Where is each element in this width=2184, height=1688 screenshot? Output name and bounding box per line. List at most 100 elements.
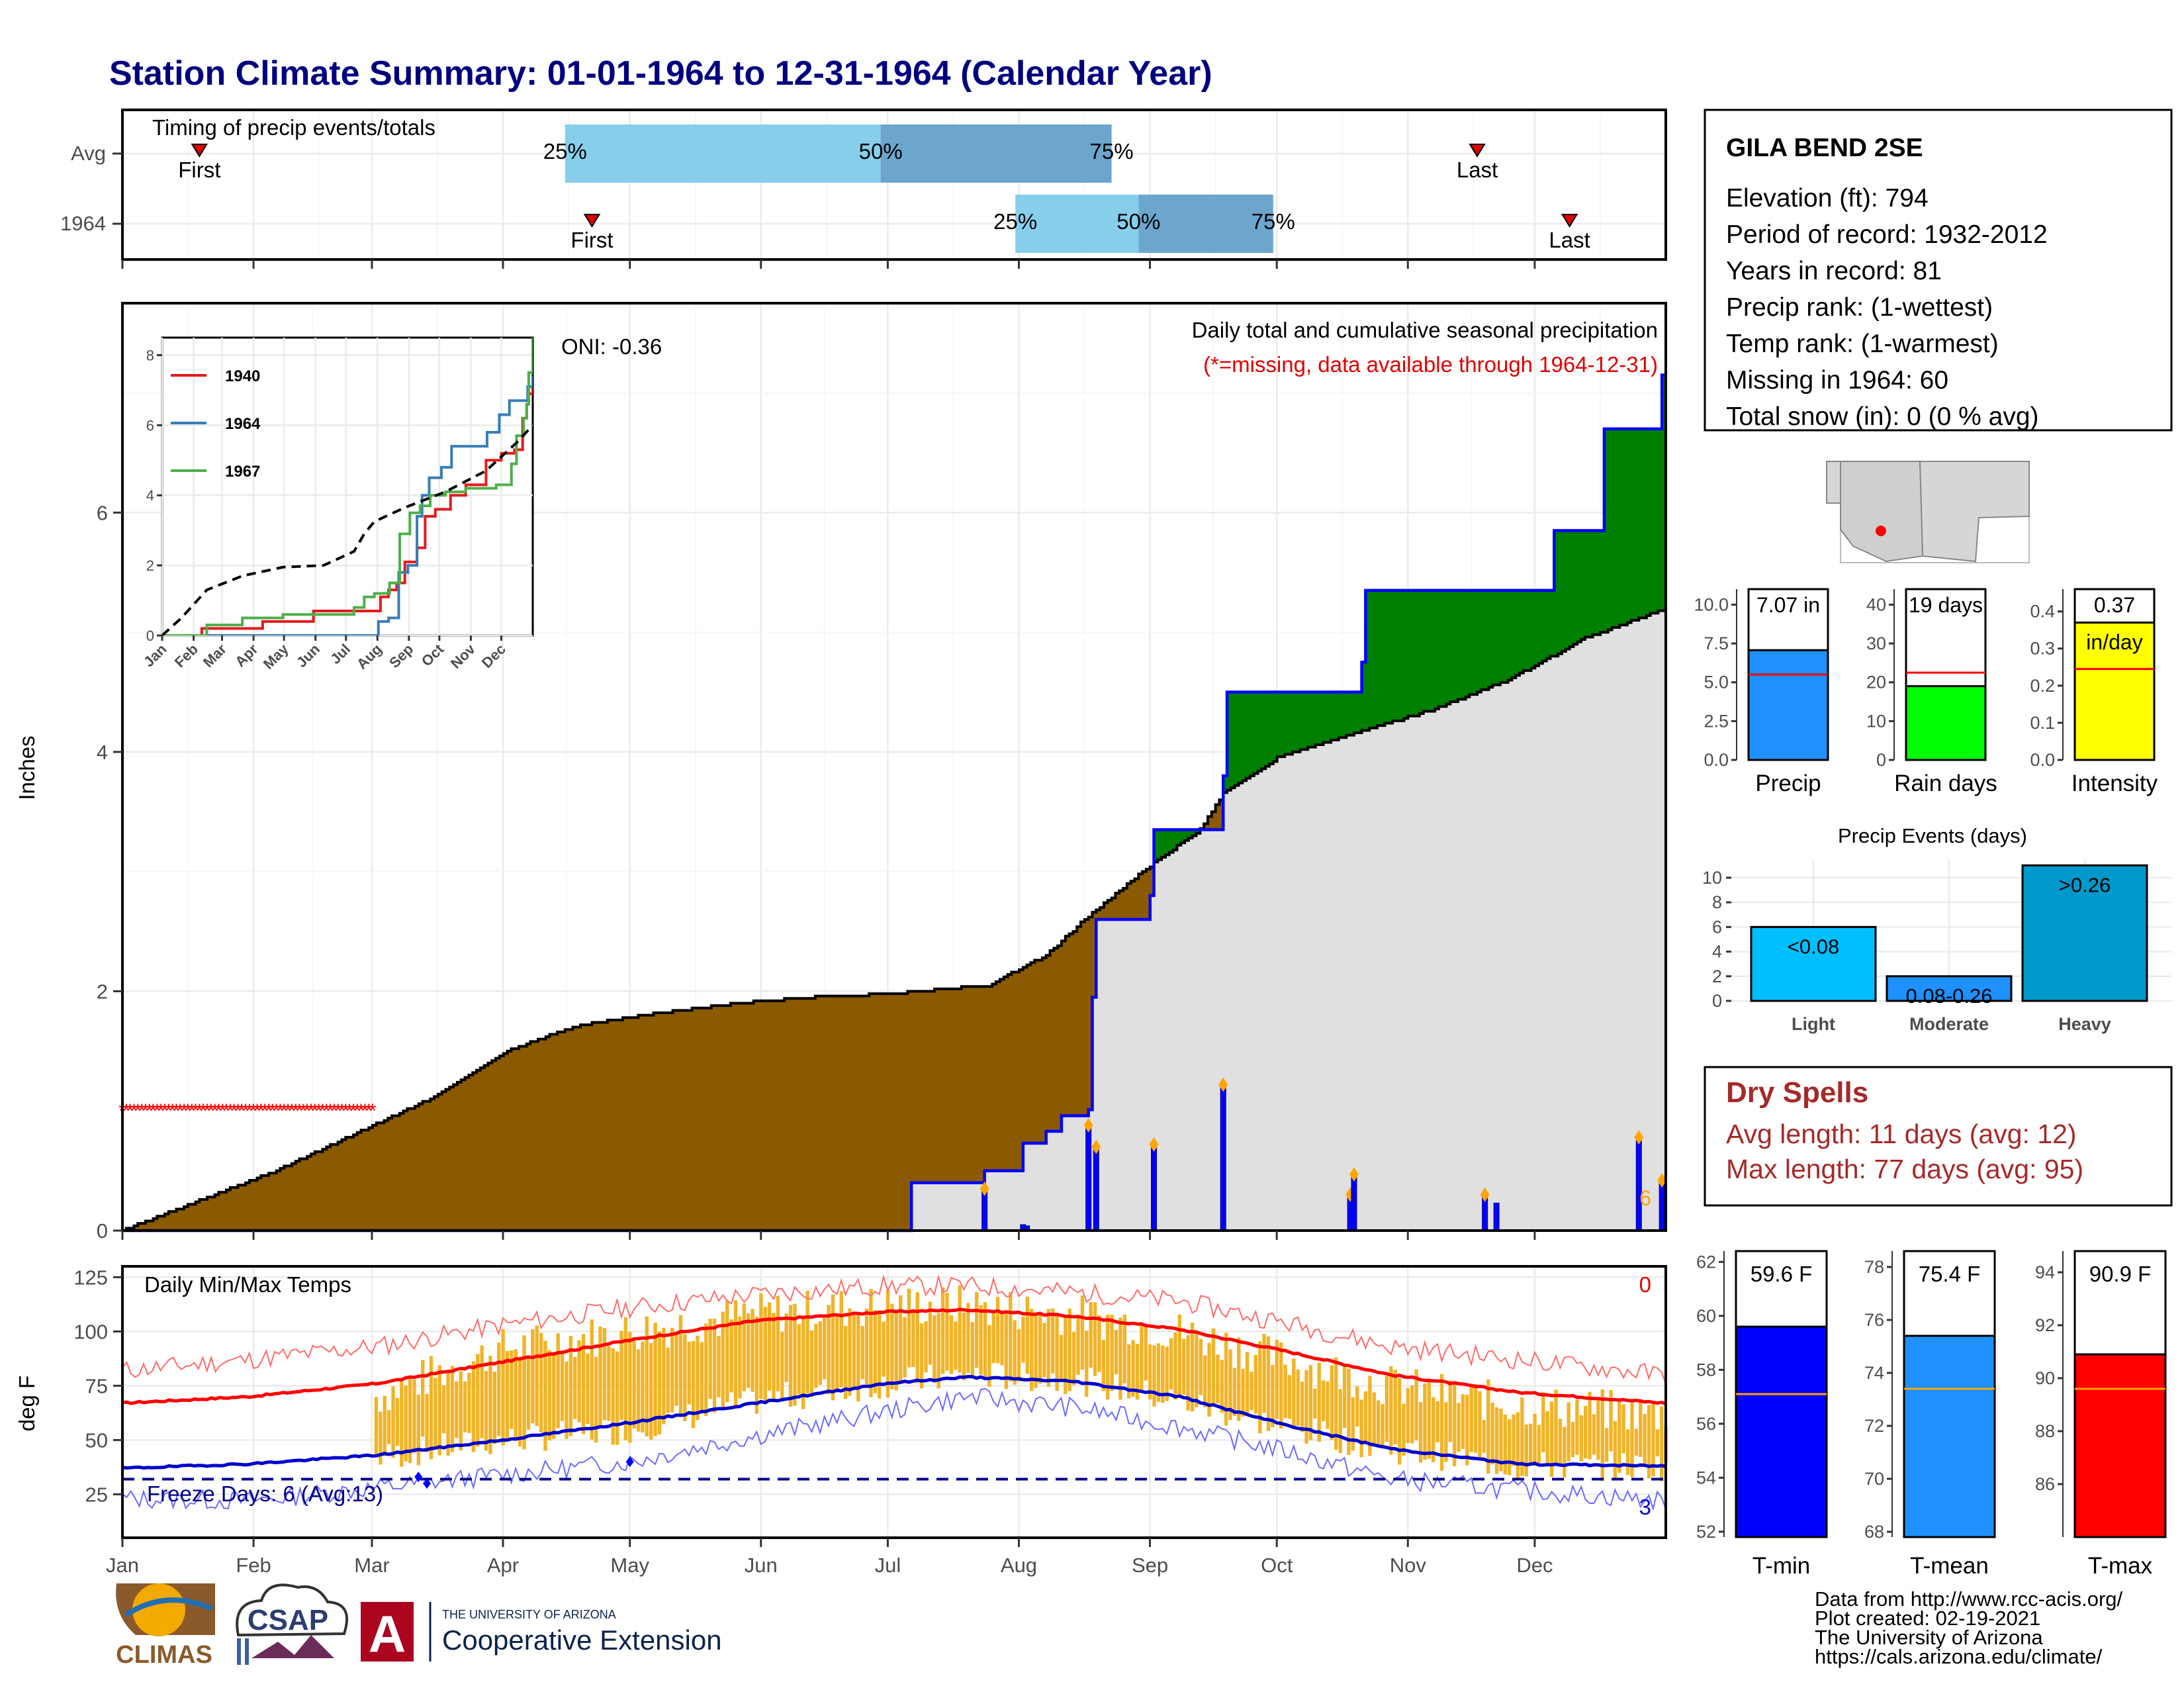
summary-ytick-label: 0.4 (2030, 602, 2055, 622)
temp-daily-bar (746, 1313, 751, 1388)
temp-ytick-label: 50 (85, 1429, 108, 1452)
missing-marker: * (353, 1100, 361, 1122)
temp-daily-bar (1389, 1366, 1393, 1455)
precip-deficit-sliver (230, 1187, 235, 1231)
temp-daily-bar (391, 1386, 395, 1458)
temp-daily-bar (1055, 1313, 1059, 1391)
temp-daily-bar (738, 1316, 742, 1399)
temp-daily-bar (1009, 1291, 1013, 1382)
temp-daily-bar (827, 1305, 831, 1395)
precip-deficit-sliver (326, 1147, 331, 1231)
missing-marker: * (326, 1100, 334, 1122)
precip-surplus-sliver (1334, 692, 1340, 740)
temp-daily-bar (1604, 1428, 1609, 1462)
precip-observed-line (122, 373, 1666, 1233)
precip-deficit-sliver (187, 1204, 193, 1231)
temp-daily-bar (1473, 1384, 1478, 1453)
precip-deficit-sliver (1069, 933, 1074, 1116)
temp-daily-bar (602, 1328, 607, 1421)
precip-surplus-sliver (1281, 692, 1285, 757)
daily-precip-bar (1493, 1202, 1500, 1231)
missing-marker: * (126, 1100, 134, 1122)
events-ytick-label: 0 (1712, 991, 1722, 1011)
precip-surplus-sliver (1196, 829, 1201, 833)
temp-daily-bar (1660, 1406, 1664, 1481)
month-label: Dec (1516, 1554, 1553, 1577)
precip-deficit-sliver (723, 1006, 727, 1231)
temp-daily-bar (416, 1394, 421, 1466)
temp-daily-bar (1334, 1357, 1338, 1450)
temp-summary-ytick-label: 52 (1696, 1522, 1716, 1542)
summary-ytick-label: 2.5 (1704, 711, 1729, 731)
temp-summary-bar (1903, 1335, 1996, 1538)
station-info-frame (1704, 109, 2173, 432)
precip-deficit-sliver (630, 1017, 635, 1231)
precip-surplus-sliver (1285, 692, 1289, 755)
missing-marker: * (273, 1100, 281, 1122)
csap-mountains (251, 1635, 334, 1658)
temp-daily-bar (1245, 1352, 1250, 1417)
temp-daily-bar (1271, 1364, 1275, 1428)
missing-marker: * (138, 1100, 146, 1122)
temp-daily-bar (1625, 1429, 1630, 1475)
precip-surplus-sliver (1539, 590, 1543, 664)
temp-daily-bar (878, 1310, 882, 1399)
precip-deficit-sliver (934, 988, 939, 1183)
temp-daily-bar (831, 1294, 835, 1401)
precip-surplus-sliver (1508, 590, 1512, 680)
precip-deficit-sliver (538, 1039, 543, 1231)
temp-daily-bar (1330, 1365, 1334, 1440)
precip-surplus-sliver (1488, 590, 1493, 688)
precip-surplus-sliver (1623, 428, 1628, 626)
precip-deficit-sliver (195, 1201, 200, 1231)
precip-deficit-sliver (696, 1008, 700, 1231)
temp-daily-bar (1135, 1343, 1140, 1400)
temp-daily-bar (793, 1303, 797, 1406)
precip-surplus-sliver (1161, 829, 1166, 857)
precip-deficit-sliver (1050, 950, 1054, 1131)
missing-marker: * (173, 1100, 181, 1122)
precip-deficit-sliver (746, 1003, 751, 1231)
missing-marker: * (345, 1100, 353, 1122)
temp-daily-bar (788, 1305, 793, 1407)
precip-deficit-sliver (1219, 800, 1224, 830)
precip-surplus-sliver (1450, 590, 1455, 702)
temp-daily-bar (471, 1361, 476, 1452)
precip-surplus-sliver (1185, 829, 1189, 841)
precip-deficit-sliver (757, 1000, 762, 1231)
daily-precip-bar (1085, 1125, 1092, 1231)
temp-daily-bar (1313, 1388, 1317, 1419)
precip-surplus-sliver (1250, 692, 1255, 776)
precip-deficit-sliver (603, 1022, 608, 1231)
temp-daily-bar (1093, 1302, 1097, 1376)
missing-marker: * (230, 1100, 238, 1122)
daily-precip-marker (979, 1181, 989, 1196)
temp-daily-bar (1050, 1308, 1055, 1374)
precip-surplus-sliver (1169, 829, 1174, 853)
missing-marker: * (284, 1100, 292, 1122)
precip-deficit-sliver (496, 1058, 500, 1231)
temp-daily-bar (1195, 1331, 1199, 1407)
precip-surplus-sliver (1465, 590, 1471, 697)
temp-daily-bar (903, 1317, 907, 1378)
temp-daily-bar (869, 1289, 873, 1397)
temp-summary-ytick-label: 92 (2035, 1315, 2055, 1335)
precip-surplus-sliver (1577, 530, 1582, 642)
missing-marker: * (296, 1100, 304, 1122)
timing-last-label: Last (1457, 158, 1498, 182)
missing-marker: * (211, 1100, 219, 1122)
inset-background (161, 336, 534, 637)
precip-deficit-sliver (1058, 945, 1062, 1131)
precip-deficit-sliver (480, 1068, 485, 1231)
missing-marker: * (322, 1100, 330, 1122)
missing-marker: * (207, 1100, 215, 1122)
temp-daily-bar (911, 1310, 915, 1368)
precip-surplus-sliver (1315, 692, 1320, 745)
precip-deficit-sliver (161, 1216, 165, 1231)
precip-deficit-sliver (969, 986, 974, 1183)
temp-daily-bar (954, 1321, 958, 1370)
temp-daily-bar (1110, 1315, 1114, 1391)
daily-precip-marker (1218, 1077, 1228, 1092)
precip-deficit-sliver (623, 1017, 627, 1231)
timing-bar-lower (565, 124, 881, 183)
